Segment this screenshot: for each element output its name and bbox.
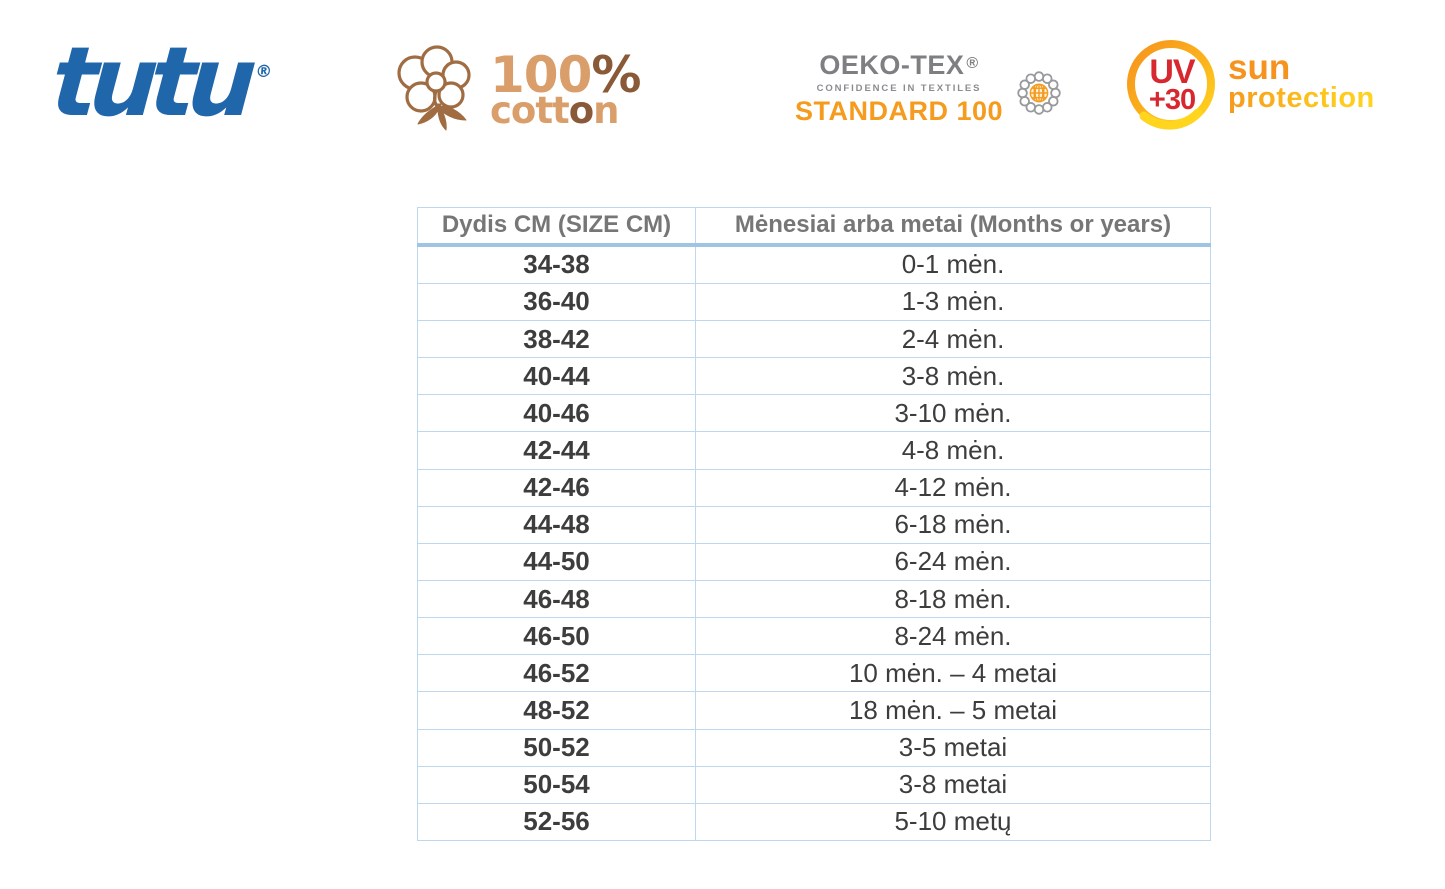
oekotex-title-text: OEKO-TEX (819, 50, 965, 80)
table-row: 42-44 4-8 mėn. (417, 431, 1211, 470)
tutu-wordmark-text: tutu (48, 26, 253, 138)
cotton-logo-text: 100% cotton (490, 50, 641, 129)
size-cell: 44-50 (417, 542, 696, 582)
age-cell: 18 mėn. – 5 metai (695, 691, 1211, 730)
table-row: 48-52 18 mėn. – 5 metai (417, 691, 1211, 730)
age-column-header: Mėnesiai arba metai (Months or years) (695, 207, 1211, 247)
age-cell: 3-8 metai (695, 765, 1211, 804)
size-table: Dydis CM (SIZE CM) Mėnesiai arba metai (… (417, 207, 1211, 842)
table-row: 34-38 0-1 mėn. (417, 244, 1211, 284)
size-cell: 36-40 (417, 282, 696, 322)
plus30-text: +30 (1148, 84, 1196, 117)
table-row: 50-52 3-5 metai (417, 728, 1211, 767)
cotton-word-part2: o (568, 89, 594, 133)
age-cell: 3-8 mėn. (695, 357, 1211, 396)
age-cell: 10 mėn. – 4 metai (695, 654, 1211, 693)
size-column-header: Dydis CM (SIZE CM) (417, 207, 696, 247)
table-row: 40-44 3-8 mėn. (417, 357, 1211, 396)
oekotex-standard-100: STANDARD 100 (795, 96, 1004, 126)
oekotex-logo: OEKO-TEX ® CONFIDENCE IN TEXTILES STANDAR… (795, 52, 1065, 125)
age-cell: 4-8 mėn. (695, 431, 1211, 470)
cotton-word-part1: cott (490, 89, 570, 133)
table-row: 50-54 3-8 metai (417, 765, 1211, 804)
registered-mark: ® (966, 55, 979, 72)
size-cell: 46-48 (417, 579, 696, 619)
oekotex-text-block: OEKO-TEX ® CONFIDENCE IN TEXTILES STANDAR… (795, 52, 1003, 125)
cotton-percent-line: 100% (490, 50, 641, 100)
size-cell: 42-46 (417, 468, 696, 507)
age-cell: 2-4 mėn. (695, 320, 1211, 359)
table-row: 40-46 3-10 mėn. (417, 394, 1211, 433)
size-cell: 46-50 (417, 617, 696, 656)
size-cell: 46-52 (417, 654, 696, 693)
protection-word: protection (1228, 82, 1375, 114)
size-cell: 48-52 (417, 691, 696, 730)
sun-protection-text: sun protection (1228, 50, 1375, 137)
age-cell: 6-18 mėn. (695, 505, 1211, 544)
size-cell: 38-42 (417, 320, 696, 359)
size-cell: 40-44 (417, 357, 696, 396)
cotton-100-logo: 100% cotton (388, 40, 641, 141)
size-cell: 42-44 (417, 431, 696, 470)
size-table-body: 34-38 0-1 mėn. 36-40 1-3 mėn. 38-42 2-4 mėn. 4… (417, 244, 1211, 842)
cotton-flower-icon (388, 40, 488, 141)
oekotex-flower-icon (1013, 66, 1065, 125)
table-row: 44-50 6-24 mėn. (417, 542, 1211, 582)
sun-word: sun (1228, 48, 1291, 87)
table-row: 36-40 1-3 mėn. (417, 282, 1211, 322)
size-cell: 50-54 (417, 765, 696, 804)
tutu-wordmark: tutu ® (48, 26, 275, 138)
age-cell: 8-18 mėn. (695, 579, 1211, 619)
cotton-word-line: cotton (490, 92, 640, 129)
table-row: 42-46 4-12 mėn. (417, 468, 1211, 507)
table-row: 52-56 5-10 metų (417, 802, 1211, 842)
age-cell: 5-10 metų (695, 802, 1211, 842)
cotton-100-text: 100 (490, 46, 592, 105)
age-cell: 0-1 mėn. (695, 244, 1211, 284)
oekotex-title: OEKO-TEX ® (819, 52, 978, 79)
tutu-logo: tutu ® (48, 22, 282, 142)
age-cell: 6-24 mėn. (695, 542, 1211, 582)
uv30-badge: UV +30 (1126, 33, 1218, 137)
table-row: 44-48 6-18 mėn. (417, 505, 1211, 544)
cotton-word-part3: n (593, 89, 619, 133)
size-cell: 52-56 (417, 802, 696, 842)
age-cell: 4-12 mėn. (695, 468, 1211, 507)
uv-text: UV (1149, 53, 1195, 92)
age-cell: 1-3 mėn. (695, 282, 1211, 322)
age-cell: 3-5 metai (695, 728, 1211, 767)
table-row: 46-52 10 mėn. – 4 metai (417, 654, 1211, 693)
age-cell: 8-24 mėn. (695, 617, 1211, 656)
size-cell: 50-52 (417, 728, 696, 767)
table-row: 38-42 2-4 mėn. (417, 320, 1211, 359)
size-cell: 34-38 (417, 244, 696, 284)
header-row: Dydis CM (SIZE CM) Mėnesiai arba metai (… (417, 207, 1211, 247)
age-cell: 3-10 mėn. (695, 394, 1211, 433)
size-cell: 40-46 (417, 394, 696, 433)
size-cell: 44-48 (417, 505, 696, 544)
size-table-header: Dydis CM (SIZE CM) Mėnesiai arba metai (… (417, 207, 1211, 247)
table-row: 46-48 8-18 mėn. (417, 579, 1211, 619)
table-row: 46-50 8-24 mėn. (417, 617, 1211, 656)
oekotex-subtitle: CONFIDENCE IN TEXTILES (816, 83, 982, 94)
uv30-sun-protection-logo: UV +30 sun protection (1126, 33, 1375, 137)
cotton-percent-sign: % (591, 46, 641, 105)
uv30-badge-text: UV +30 (1126, 33, 1218, 137)
registered-mark: ® (254, 62, 273, 82)
